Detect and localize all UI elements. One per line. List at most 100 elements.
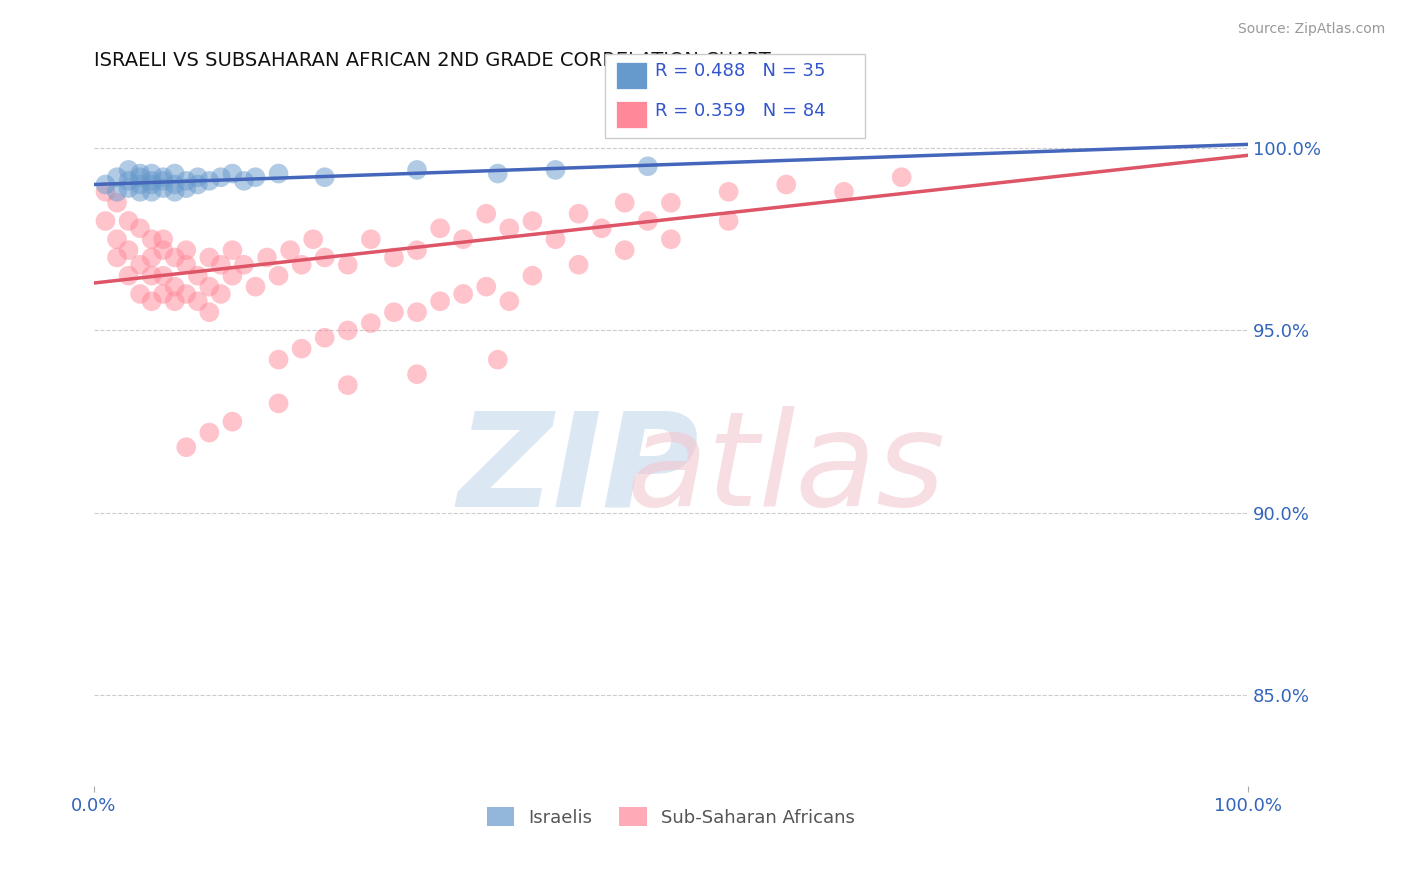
Point [336,323,359,337]
Point [717,185,740,199]
Text: Source: ZipAtlas.com: Source: ZipAtlas.com [1237,22,1385,37]
Point [382,305,405,319]
Point [544,162,567,177]
Point [129,221,152,235]
Point [105,195,128,210]
Point [406,243,429,257]
Point [717,214,740,228]
Point [302,232,325,246]
Point [336,378,359,392]
Point [659,232,682,246]
Point [117,174,139,188]
Point [232,174,254,188]
Point [163,185,186,199]
Point [232,258,254,272]
Point [360,232,382,246]
Point [406,305,429,319]
Point [336,258,359,272]
Point [291,258,314,272]
Point [141,178,163,192]
Point [382,251,405,265]
Point [141,251,163,265]
Point [429,221,451,235]
Point [152,170,174,185]
Point [141,167,163,181]
Point [890,170,912,185]
Point [129,170,152,185]
Point [659,195,682,210]
Point [152,243,174,257]
Point [174,440,197,454]
Point [187,268,209,283]
Point [117,268,139,283]
Point [475,207,498,221]
Point [163,279,186,293]
Point [267,268,290,283]
Point [568,258,591,272]
Point [406,162,429,177]
Point [429,294,451,309]
Point [174,287,197,301]
Point [163,167,186,181]
Point [94,214,117,228]
Point [591,221,613,235]
Point [198,251,221,265]
Point [152,268,174,283]
Point [117,243,139,257]
Point [256,251,278,265]
Point [152,174,174,188]
Point [174,258,197,272]
Point [174,181,197,195]
Point [141,268,163,283]
Text: ZIP: ZIP [458,406,699,533]
Point [174,174,197,188]
Text: atlas: atlas [627,406,946,533]
Point [117,162,139,177]
Point [475,279,498,293]
Point [129,258,152,272]
Point [245,279,267,293]
Point [105,185,128,199]
Point [152,232,174,246]
Point [637,214,659,228]
Point [174,243,197,257]
Point [278,243,301,257]
Point [613,195,636,210]
Point [141,174,163,188]
Point [152,287,174,301]
Legend: Israelis, Sub-Saharan Africans: Israelis, Sub-Saharan Africans [479,800,862,834]
Point [141,185,163,199]
Point [451,232,474,246]
Point [117,214,139,228]
Point [163,251,186,265]
Point [245,170,267,185]
Point [105,170,128,185]
Point [522,214,544,228]
Point [291,342,314,356]
Point [221,415,243,429]
Point [314,251,336,265]
Point [267,396,290,410]
Point [209,258,232,272]
Point [486,352,509,367]
Point [152,181,174,195]
Point [314,331,336,345]
Point [568,207,591,221]
Point [187,294,209,309]
Point [544,232,567,246]
Point [129,167,152,181]
Point [141,232,163,246]
Point [486,167,509,181]
Point [187,178,209,192]
Point [832,185,855,199]
Point [314,170,336,185]
Point [406,368,429,382]
Point [198,425,221,440]
Point [267,167,290,181]
Point [360,316,382,330]
Point [451,287,474,301]
Point [498,294,520,309]
Point [117,181,139,195]
Point [94,185,117,199]
Point [187,170,209,185]
